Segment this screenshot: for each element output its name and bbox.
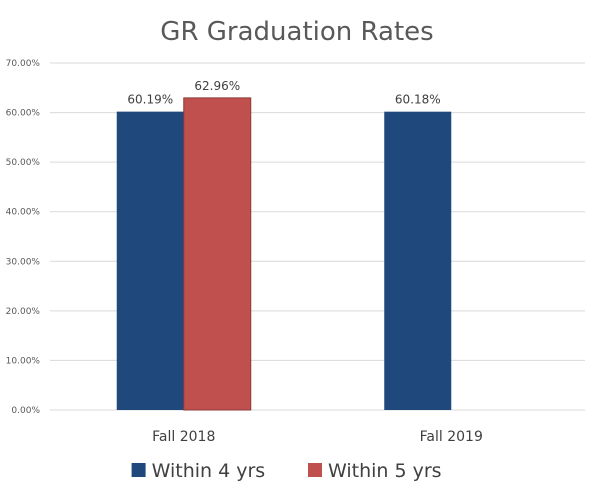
bars — [116, 97, 452, 411]
legend: Within 4 yrs Within 5 yrs — [131, 460, 442, 482]
y-tick-label: 40.00% — [6, 208, 41, 218]
data-label: 60.19% — [127, 93, 173, 107]
legend-label: Within 5 yrs — [328, 460, 442, 482]
legend-swatch — [308, 463, 322, 477]
chart-title: GR Graduation Rates — [160, 17, 433, 47]
bar — [384, 111, 452, 411]
data-labels: 60.19% 62.96% 60.18% — [127, 79, 440, 107]
y-tick-label: 20.00% — [6, 307, 41, 317]
bar — [116, 111, 184, 410]
bar — [183, 97, 252, 411]
x-tick-label: Fall 2019 — [420, 429, 483, 445]
x-axis-ticks: Fall 2018 Fall 2019 — [152, 429, 483, 445]
legend-swatch — [131, 463, 146, 477]
y-tick-label: 10.00% — [6, 356, 41, 366]
y-tick-label: 30.00% — [6, 257, 41, 267]
y-axis-ticks: 0.00% 10.00% 20.00% 30.00% 40.00% 50.00% 60.00… — [6, 59, 41, 416]
legend-label: Within 4 yrs — [152, 460, 266, 482]
y-tick-label: 60.00% — [6, 109, 41, 119]
x-tick-label: Fall 2018 — [152, 429, 215, 445]
data-label: 62.96% — [194, 79, 240, 93]
y-tick-label: 70.00% — [6, 59, 41, 69]
y-tick-label: 50.00% — [6, 158, 41, 168]
y-tick-label: 0.00% — [11, 406, 40, 416]
data-label: 60.18% — [395, 93, 441, 107]
